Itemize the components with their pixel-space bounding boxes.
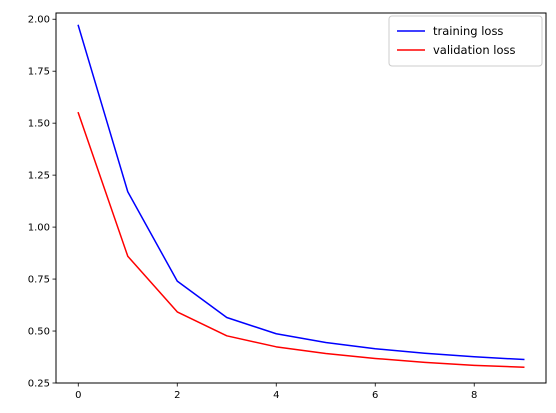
legend-box [388,15,543,67]
plot-frame [55,12,547,384]
y-tick-label: 0.50 [28,327,50,338]
y-axis: 0.25 0.50 0.75 1.00 1.25 1.50 1.75 2.00 [28,15,56,390]
x-tick-label: 2 [174,390,180,401]
x-axis: 0 2 4 6 8 [75,383,477,401]
y-tick-label: 1.25 [28,171,50,182]
legend-label: validation loss [433,43,516,57]
legend-label: training loss [433,24,503,38]
x-tick-label: 0 [75,390,81,401]
series-layer [77,24,525,368]
series-line-validation-loss [77,111,525,368]
legend-items: training loss validation loss [397,24,516,57]
y-tick-label: 1.00 [28,223,50,234]
legend: training loss validation loss [388,15,543,67]
y-tick-label: 0.75 [28,275,50,286]
y-tick-label: 1.50 [28,119,50,130]
x-tick-label: 6 [372,390,378,401]
y-tick-label: 2.00 [28,15,50,26]
x-tick-label: 4 [273,390,279,401]
x-tick-label: 8 [471,390,477,401]
series-line-training-loss [77,24,525,361]
y-tick-label: 0.25 [28,379,50,390]
axes-layer [55,12,547,384]
y-tick-label: 1.75 [28,67,50,78]
plot-area [56,13,546,383]
